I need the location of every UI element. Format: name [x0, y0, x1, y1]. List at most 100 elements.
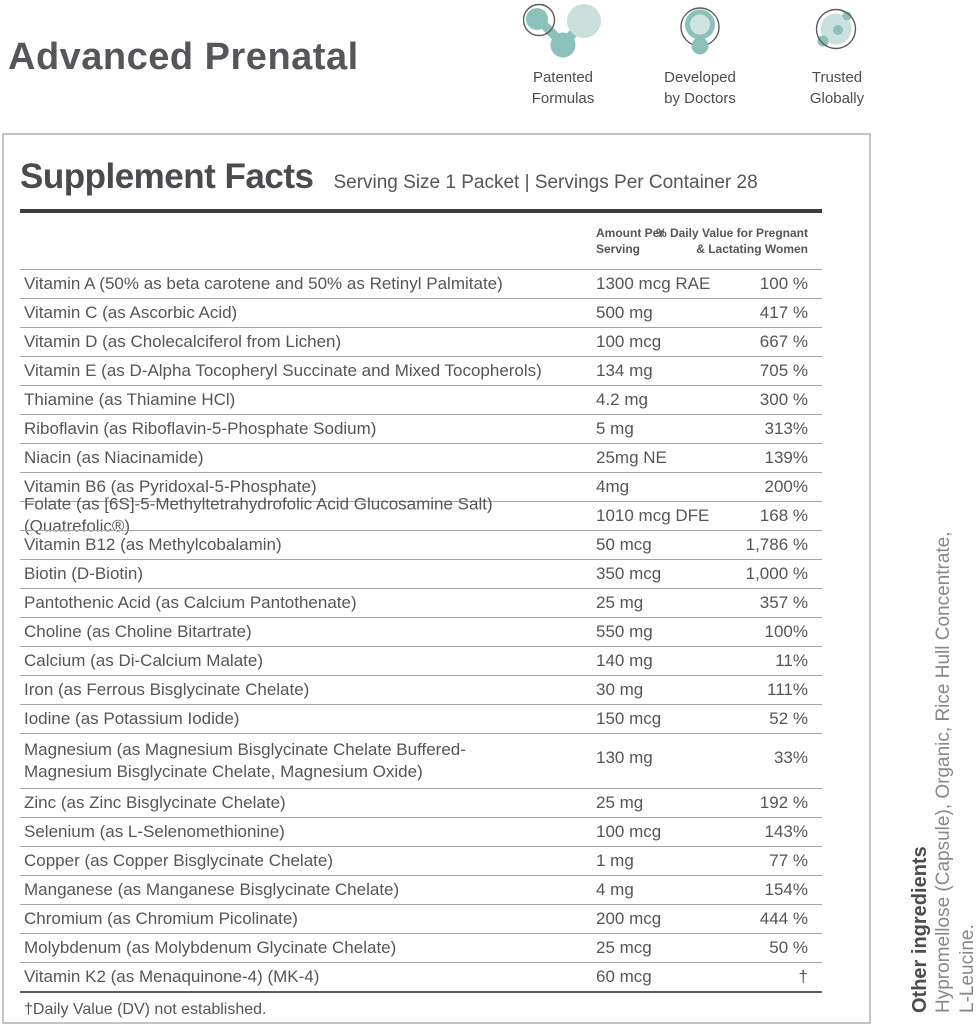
- nutrient-amount: 134 mg: [596, 361, 653, 380]
- nutrient-amount: 100 mcg: [596, 332, 662, 351]
- nutrient-name: Copper (as Copper Bisglycinate Chelate): [24, 850, 333, 870]
- nutrient-daily-value: 357 %: [759, 593, 808, 612]
- nutrient-daily-value: 192 %: [759, 793, 808, 812]
- badge-label: Developed by Doctors: [664, 69, 736, 107]
- nutrient-name: Zinc (as Zinc Bisglycinate Chelate): [24, 792, 286, 812]
- table-row: Manganese (as Manganese Bisglycinate Che…: [20, 875, 822, 904]
- nutrient-name: Iron (as Ferrous Bisglycinate Chelate): [24, 679, 310, 699]
- nutrient-amount: 50 mcg: [596, 535, 652, 554]
- badge-label: Trusted Globally: [809, 69, 865, 107]
- nutrient-name: Manganese (as Manganese Bisglycinate Che…: [24, 879, 400, 899]
- nutrient-daily-value: 154%: [764, 880, 808, 899]
- other-ingredients-line: L-Leucine.: [957, 924, 976, 1013]
- nutrient-daily-value: 300 %: [759, 390, 808, 409]
- nutrient-amount: 1 mg: [596, 851, 634, 870]
- badge-strip: Patented Formulas Developed by Doctors: [500, 3, 900, 109]
- badge-label: Patented Formulas: [531, 69, 595, 107]
- nutrient-daily-value: 705 %: [759, 361, 808, 380]
- table-row: Selenium (as L-Selenomethionine) 100 mcg…: [20, 817, 822, 846]
- supplement-facts-panel: Supplement Facts Serving Size 1 Packet |…: [2, 133, 871, 1024]
- nutrient-name: Molybdenum (as Molybdenum Glycinate Chel…: [24, 937, 397, 957]
- nutrient-daily-value: 100 %: [759, 274, 808, 293]
- nutrient-amount: 140 mg: [596, 651, 653, 670]
- nutrient-name: Thiamine (as Thiamine HCl): [24, 389, 236, 409]
- table-row: Folate (as [6S]-5-Methyltetrahydrofolic …: [20, 495, 822, 536]
- patented-formulas-icon: [523, 3, 603, 61]
- badge-patented-formulas: Patented Formulas: [500, 3, 626, 109]
- nutrient-amount: 4.2 mg: [596, 390, 648, 409]
- serving-info: Serving Size 1 Packet | Servings Per Con…: [333, 172, 758, 193]
- column-headers: Amount Per Serving % Daily Value for Pre…: [20, 223, 822, 267]
- nutrient-amount: 200 mcg: [596, 909, 662, 928]
- badge-developed-by-doctors: Developed by Doctors: [637, 3, 763, 109]
- nutrient-amount: 25mg NE: [596, 448, 667, 467]
- table-row: Magnesium (as Magnesium Bisglycinate Che…: [20, 733, 822, 788]
- nutrient-daily-value: 200%: [764, 477, 808, 496]
- other-ingredients: Other ingredients Hypromellose (Capsule)…: [908, 468, 976, 1013]
- nutrient-daily-value: 1,000 %: [745, 564, 808, 583]
- nutrient-daily-value: 1,786 %: [745, 535, 808, 554]
- nutrient-amount: 500 mg: [596, 303, 653, 322]
- table-row: Copper (as Copper Bisglycinate Chelate) …: [20, 846, 822, 875]
- nutrient-name: Chromium (as Chromium Picolinate): [24, 908, 298, 928]
- badge-trusted-globally: Trusted Globally: [774, 3, 900, 109]
- nutrient-name: Vitamin K2 (as Menaquinone-4) (MK-4): [24, 966, 320, 986]
- developed-by-doctors-icon: [677, 3, 723, 61]
- column-header-daily-value: % Daily Value for Pregnant & Lactating W…: [655, 226, 808, 257]
- nutrient-name: Riboflavin (as Riboflavin-5-Phosphate So…: [24, 418, 377, 438]
- table-row: Vitamin B6 (as Pyridoxal-5-Phosphate) 4m…: [20, 472, 822, 501]
- nutrient-name: Vitamin B12 (as Methylcobalamin): [24, 534, 282, 554]
- nutrient-amount: 150 mcg: [596, 709, 662, 728]
- table-row: Biotin (D-Biotin) 350 mcg 1,000 %: [20, 559, 822, 588]
- nutrient-amount: 25 mg: [596, 593, 644, 612]
- nutrient-name: Selenium (as L-Selenomethionine): [24, 821, 285, 841]
- nutrient-daily-value: 77 %: [769, 851, 808, 870]
- nutrient-daily-value: 168 %: [759, 506, 808, 525]
- table-row: Niacin (as Niacinamide) 25mg NE 139%: [20, 443, 822, 472]
- nutrient-name: Vitamin C (as Ascorbic Acid): [24, 302, 238, 322]
- nutrient-daily-value: 100%: [764, 622, 808, 641]
- table-row: Iodine (as Potassium Iodide) 150 mcg 52 …: [20, 704, 822, 733]
- nutrient-amount: 350 mcg: [596, 564, 662, 583]
- table-row: Molybdenum (as Molybdenum Glycinate Chel…: [20, 933, 822, 962]
- nutrient-daily-value: 139%: [764, 448, 808, 467]
- nutrient-daily-value: 143%: [764, 822, 808, 841]
- nutrient-amount: 60 mcg: [596, 967, 652, 986]
- nutrient-name: Magnesium (as Magnesium Bisglycinate Che…: [24, 740, 466, 782]
- nutrient-name: Vitamin D (as Cholecalciferol from Liche…: [24, 331, 342, 351]
- table-row: Vitamin K2 (as Menaquinone-4) (MK-4) 60 …: [20, 962, 822, 991]
- nutrient-daily-value: 444 %: [759, 909, 808, 928]
- nutrient-daily-value: 667 %: [759, 332, 808, 351]
- table-row: Vitamin B12 (as Methylcobalamin) 50 mcg …: [20, 530, 822, 559]
- nutrient-daily-value: 417 %: [759, 303, 808, 322]
- table-row: Vitamin C (as Ascorbic Acid) 500 mg 417 …: [20, 298, 822, 327]
- nutrient-daily-value: 111%: [767, 680, 808, 699]
- nutrient-name: Choline (as Choline Bitartrate): [24, 621, 252, 641]
- table-row: Calcium (as Di-Calcium Malate) 140 mg 11…: [20, 646, 822, 675]
- nutrient-name: Iodine (as Potassium Iodide): [24, 708, 240, 728]
- nutrient-amount: 5 mg: [596, 419, 634, 438]
- table-row: Riboflavin (as Riboflavin-5-Phosphate So…: [20, 414, 822, 443]
- header-rule: [20, 209, 822, 213]
- nutrient-amount: 25 mcg: [596, 938, 652, 957]
- table-row: Vitamin E (as D-Alpha Tocopheryl Succina…: [20, 356, 822, 385]
- table-row: Vitamin A (50% as beta carotene and 50% …: [20, 269, 822, 298]
- table-row: Vitamin D (as Cholecalciferol from Liche…: [20, 327, 822, 356]
- page-title: Advanced Prenatal: [8, 36, 359, 78]
- nutrient-amount: 100 mcg: [596, 822, 662, 841]
- nutrient-amount: 4mg: [596, 477, 630, 496]
- table-row: Iron (as Ferrous Bisglycinate Chelate) 3…: [20, 675, 822, 704]
- table-row: Choline (as Choline Bitartrate) 550 mg 1…: [20, 617, 822, 646]
- supplement-facts-header: Supplement Facts Serving Size 1 Packet |…: [20, 157, 758, 197]
- nutrient-name: Vitamin E (as D-Alpha Tocopheryl Succina…: [24, 360, 542, 380]
- nutrient-daily-value: 33%: [773, 748, 808, 767]
- nutrient-amount: 1010 mcg DFE: [596, 506, 710, 525]
- nutrient-amount: 130 mg: [596, 748, 653, 767]
- nutrient-daily-value: 11%: [775, 651, 808, 670]
- table-row: Chromium (as Chromium Picolinate) 200 mc…: [20, 904, 822, 933]
- nutrient-amount: 30 mg: [596, 680, 644, 699]
- nutrient-name: Vitamin A (50% as beta carotene and 50% …: [24, 273, 503, 293]
- nutrient-amount: 550 mg: [596, 622, 653, 641]
- other-ingredients-heading: Other ingredients: [909, 846, 931, 1013]
